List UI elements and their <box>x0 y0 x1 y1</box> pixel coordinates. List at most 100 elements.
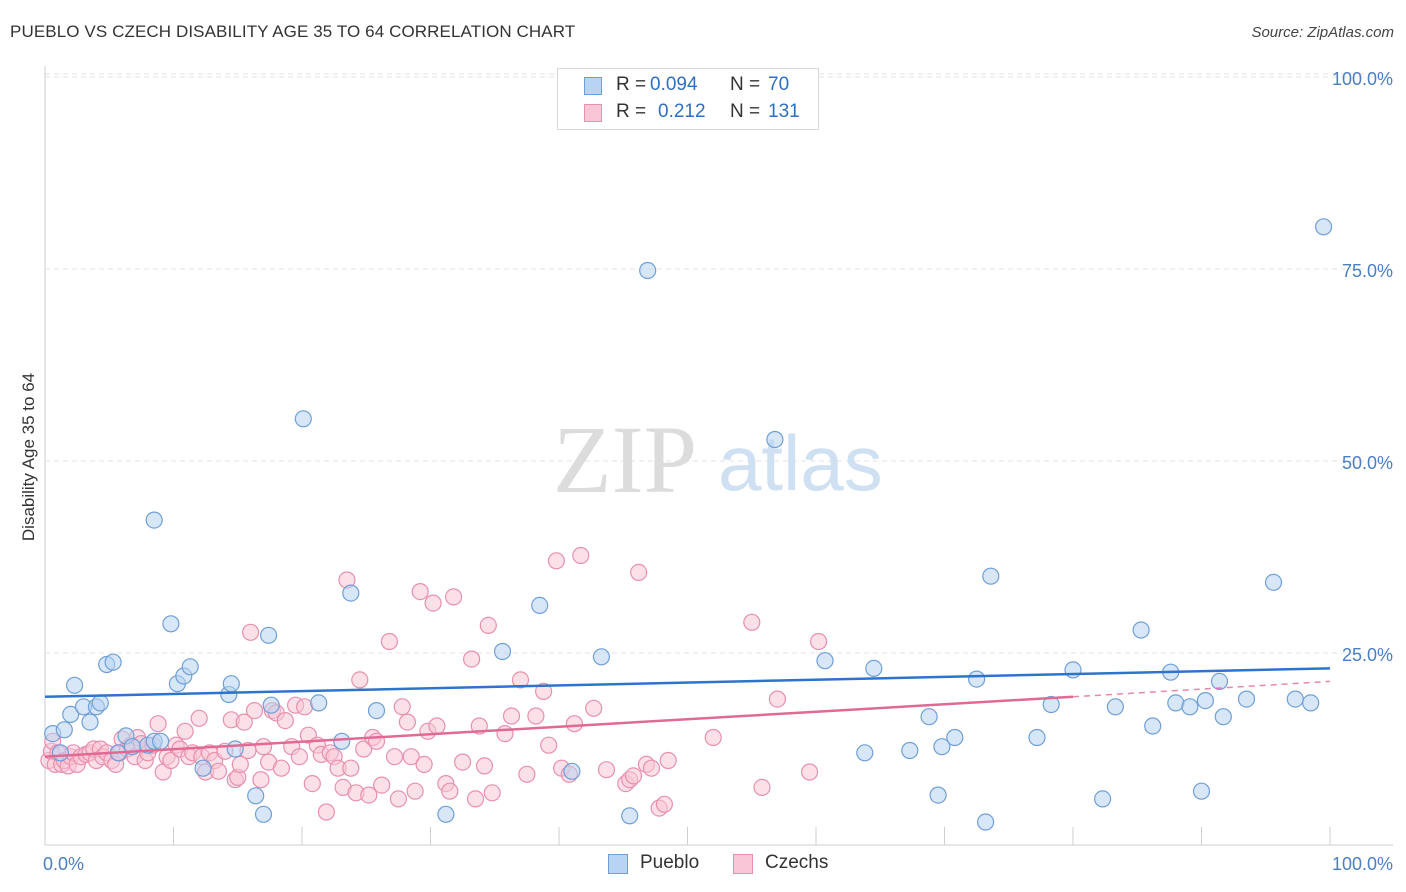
legend-label: Czechs <box>765 852 829 873</box>
pueblo-point <box>437 805 455 823</box>
czech-point <box>190 709 208 727</box>
czech-point <box>398 713 416 731</box>
czech-point <box>527 707 545 725</box>
pueblo-point <box>65 676 84 694</box>
czech-point <box>445 588 463 606</box>
czech-point <box>231 755 249 774</box>
pueblo-point <box>901 741 919 760</box>
chart-title: PUEBLO VS CZECH DISABILITY AGE 35 TO 64 … <box>10 22 576 41</box>
czech-point <box>254 738 273 756</box>
czech-point <box>475 757 494 775</box>
y-tick-labels: 25.0% 50.0% 75.0% 100.0% <box>1332 69 1393 665</box>
pueblo-point <box>310 694 328 712</box>
pueblo-point <box>1302 694 1320 712</box>
pueblo-point <box>865 659 883 678</box>
czech-point <box>572 546 590 565</box>
pueblo-point <box>1214 708 1232 726</box>
czech-point <box>380 632 398 651</box>
czech-point <box>809 632 828 651</box>
czech-point <box>351 671 369 689</box>
czech-point <box>585 699 603 717</box>
pueblo-point <box>254 805 273 823</box>
pueblo-point <box>531 596 549 615</box>
czech-point <box>800 763 819 781</box>
pueblo-point <box>104 653 122 671</box>
czech-point <box>483 784 501 802</box>
pueblo-point <box>181 658 199 676</box>
czech-point <box>415 755 433 774</box>
czech-point <box>290 748 308 766</box>
watermark-atlas: atlas <box>718 419 883 507</box>
czech-point <box>389 790 407 808</box>
czech-point <box>502 707 521 725</box>
czech-point <box>252 771 270 789</box>
czech-point <box>373 776 391 794</box>
czech-point <box>565 715 584 733</box>
source-label: Source: ZipAtlas.com <box>1251 24 1394 41</box>
y-tick-100: 100.0% <box>1332 69 1393 89</box>
czech-point <box>743 613 761 631</box>
pueblo-point <box>333 732 351 750</box>
czech-point <box>411 582 429 601</box>
pueblo-point <box>162 615 180 633</box>
pueblo-point <box>194 759 212 777</box>
czech-point <box>642 759 661 777</box>
czech-point <box>209 762 228 780</box>
watermark-zip: ZIP <box>553 406 697 513</box>
pueblo-point <box>294 410 312 428</box>
czech-point <box>704 728 722 747</box>
pueblo-point <box>1167 694 1185 712</box>
pueblo-point <box>55 721 73 739</box>
czech-point <box>355 740 373 758</box>
czech-point <box>162 751 180 770</box>
pueblo-point <box>222 675 240 693</box>
n-value: 70 <box>768 74 790 95</box>
czech-point <box>342 759 360 777</box>
czech-point <box>424 594 442 612</box>
r-value: 0.094 <box>650 74 698 95</box>
pueblo-swatch <box>584 77 602 95</box>
pueblo-point <box>1106 698 1125 716</box>
czech-point <box>540 736 558 754</box>
pueblo-swatch <box>608 854 628 874</box>
czech-point <box>402 748 420 766</box>
czech-point <box>655 795 674 813</box>
n-value: 131 <box>768 101 800 122</box>
czech-trend-line <box>44 695 1074 758</box>
czech-point <box>547 552 566 570</box>
pueblo-points <box>44 218 1333 831</box>
pueblo-point <box>1181 698 1199 716</box>
czech-point <box>753 778 771 797</box>
pueblo-point <box>1132 621 1150 639</box>
n-label: N = <box>730 74 761 95</box>
czech-point <box>176 722 194 740</box>
pueblo-point <box>145 511 163 529</box>
pueblo-point <box>982 567 1000 585</box>
pueblo-point <box>1314 218 1333 236</box>
y-tick-25: 25.0% <box>1342 645 1393 665</box>
pueblo-point <box>946 728 964 747</box>
pueblo-point <box>260 626 278 644</box>
czech-point <box>534 682 553 701</box>
pueblo-point <box>929 786 947 804</box>
pueblo-point <box>1196 691 1215 710</box>
czech-point <box>393 698 411 716</box>
czech-point <box>272 759 290 777</box>
czech-point <box>296 698 314 716</box>
r-value: 0.212 <box>658 101 706 122</box>
czech-points <box>40 546 828 821</box>
czech-point <box>235 713 253 731</box>
czech-point <box>518 765 536 783</box>
pueblo-point <box>1042 695 1060 714</box>
pueblo-point <box>639 261 657 280</box>
czech-trend-extension <box>1072 680 1331 698</box>
y-axis-label: Disability Age 35 to 64 <box>19 373 38 541</box>
pueblo-point <box>592 648 611 666</box>
pueblo-point <box>367 701 386 720</box>
czech-point <box>303 774 321 793</box>
pueblo-point <box>1028 728 1046 747</box>
czech-point <box>242 623 260 641</box>
czech-point <box>479 616 497 635</box>
pueblo-point <box>816 652 834 670</box>
